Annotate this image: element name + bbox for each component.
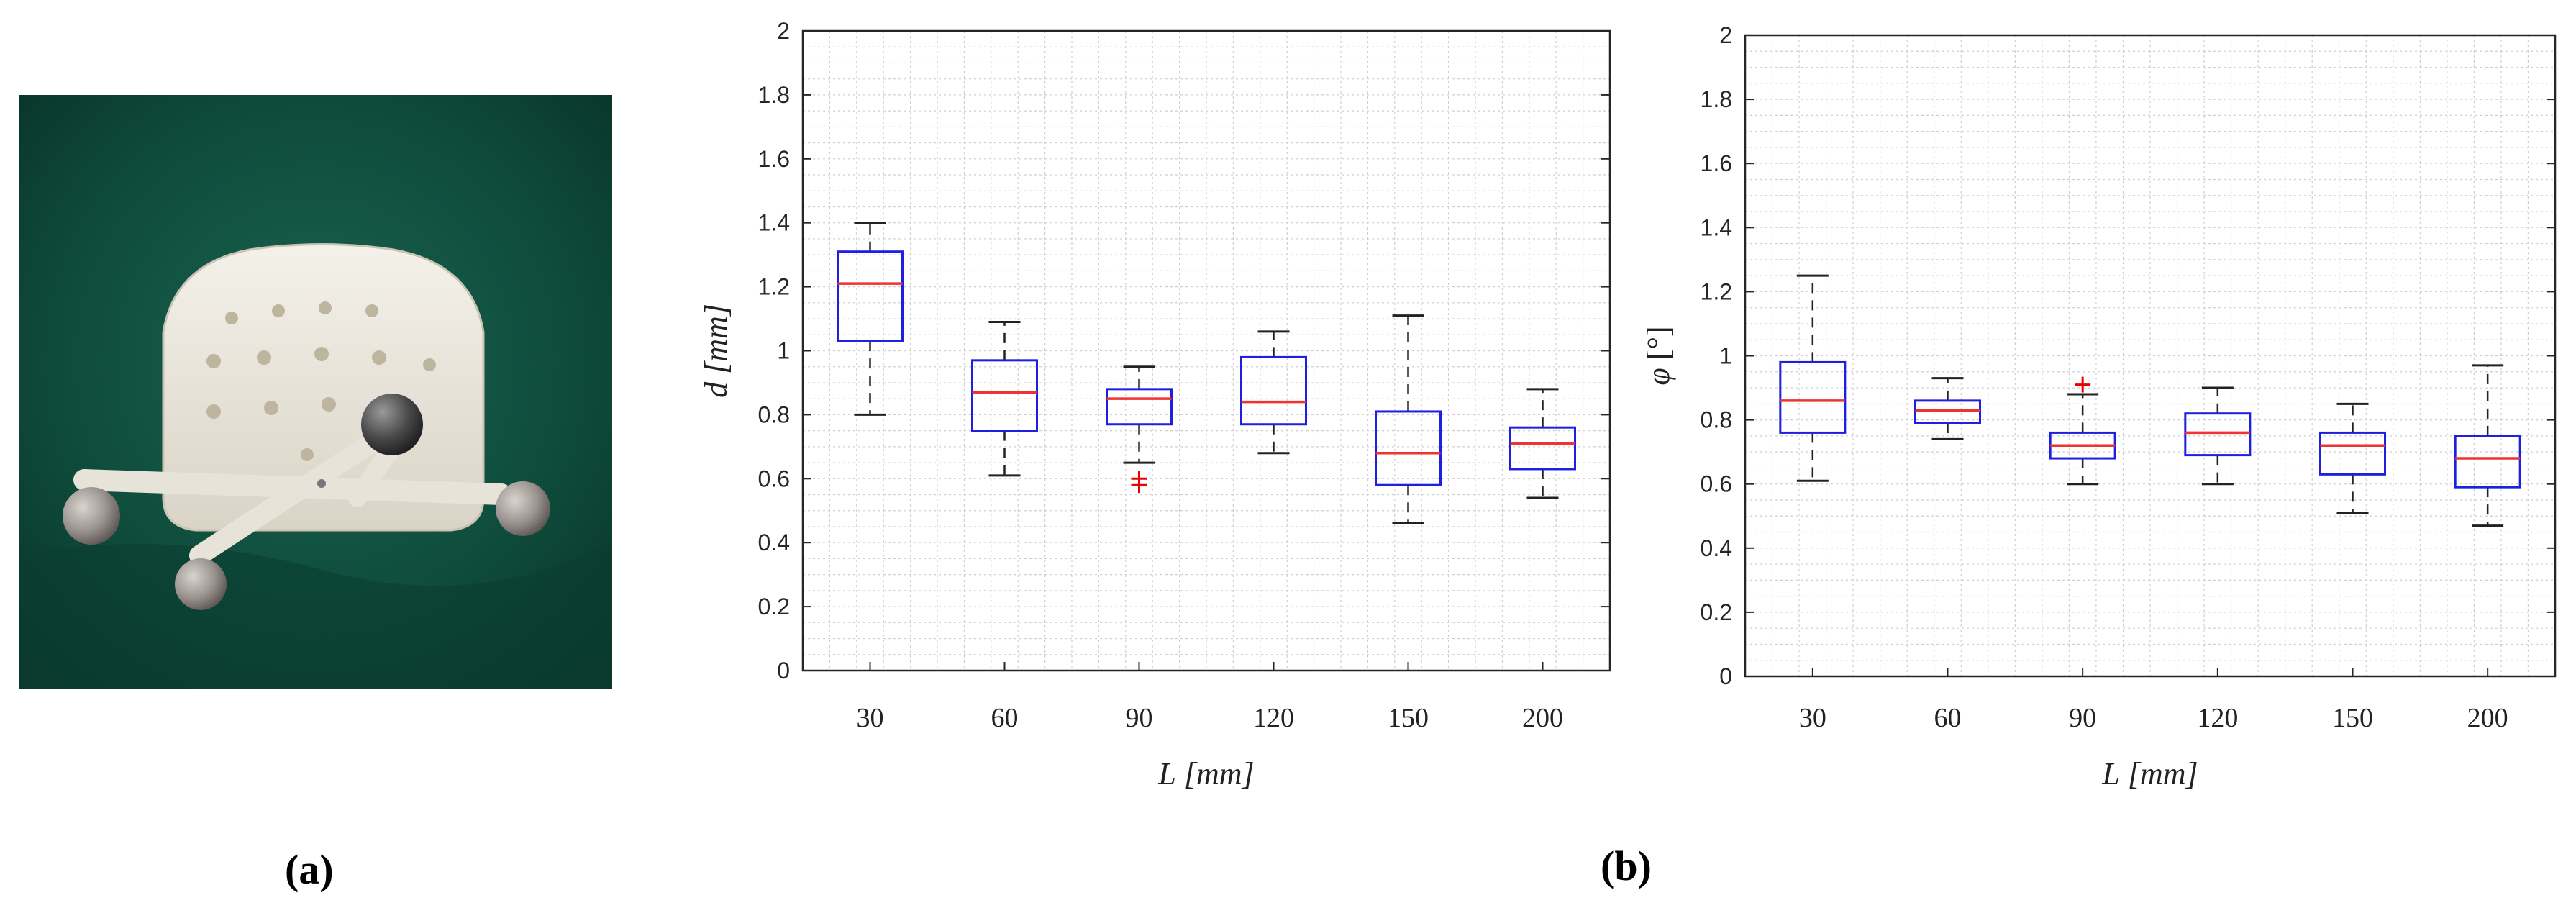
box-90 — [2049, 376, 2116, 486]
iqr-box — [1106, 388, 1173, 426]
y-tick-label: 0 — [1719, 663, 1732, 689]
iqr-box — [1779, 360, 1847, 434]
x-axis-unit: [mm] — [2128, 756, 2198, 791]
y-tick-label: 0.2 — [758, 594, 790, 619]
x-tick-label: 90 — [1126, 703, 1153, 733]
box-120 — [2184, 386, 2252, 486]
box-150 — [1375, 314, 1442, 525]
x-axis-symbol: L — [2101, 756, 2119, 791]
y-tick-label: 0.4 — [1701, 535, 1732, 561]
box-60 — [971, 320, 1038, 477]
x-axis-unit-space — [2120, 756, 2128, 791]
x-tick-label: 150 — [1388, 703, 1429, 733]
y-tick-label: 0 — [777, 658, 790, 683]
x-axis-unit: [mm] — [1184, 756, 1255, 791]
iqr-box — [1240, 355, 1307, 426]
y-tick-label: 0.6 — [1701, 471, 1732, 497]
y-tick-label: 2 — [777, 18, 790, 44]
skull-phantom — [162, 243, 485, 532]
grid — [802, 30, 1611, 671]
y-axis-label: d [mm] — [698, 304, 734, 398]
cloth-fold — [19, 541, 612, 689]
iqr-box — [2319, 431, 2386, 476]
y-tick-label: 2 — [1719, 22, 1732, 48]
y-tick-label: 1.6 — [1701, 150, 1732, 176]
iqr-box — [837, 250, 904, 342]
x-tick-label: 60 — [991, 703, 1019, 733]
y-axis-unit: [°] — [1641, 326, 1676, 360]
y-tick-label: 1.2 — [1701, 278, 1732, 304]
iqr-box — [1914, 399, 1981, 424]
marker-sphere-left — [63, 487, 120, 545]
x-axis-symbol: L — [1157, 756, 1175, 791]
x-tick-label: 60 — [1934, 703, 1962, 733]
y-tick-label: 1.2 — [758, 274, 790, 300]
x-axis-label: L [mm] — [1157, 756, 1254, 791]
box-60 — [1914, 377, 1981, 440]
x-tick-label: 30 — [857, 703, 884, 733]
box-30 — [837, 222, 904, 416]
box-plot-position-error: 0 0.2 0.4 0.6 0.8 1 1.2 1.4 1.6 1.8 2 30 60 90 120 150 2… — [698, 18, 1611, 791]
iqr-box — [1509, 426, 1576, 471]
box-90 — [1106, 365, 1173, 494]
panel-label-b: (b) — [1601, 842, 1652, 889]
y-tick-label: 1 — [777, 338, 790, 364]
y-tick-label: 0.6 — [758, 465, 790, 491]
iqr-box — [2454, 435, 2521, 489]
y-axis-unit-space — [1641, 360, 1676, 368]
outlier-marker — [1131, 477, 1147, 494]
iqr-box — [1375, 410, 1442, 486]
y-axis-symbol: φ — [1641, 368, 1676, 385]
y-tick-label: 0.2 — [1701, 599, 1732, 625]
box-200 — [2454, 364, 2521, 527]
y-tick-label: 1 — [1719, 343, 1732, 369]
y-tick-label: 1.4 — [1701, 214, 1732, 240]
x-tick-label: 200 — [1522, 703, 1563, 733]
box-150 — [2319, 402, 2386, 514]
x-tick-label: 90 — [2069, 703, 2096, 733]
y-tick-label: 1.4 — [758, 210, 790, 236]
outlier-marker — [2075, 376, 2091, 393]
y-tick-label: 0.8 — [1701, 407, 1732, 433]
marker-sphere-right — [496, 481, 550, 536]
y-axis-unit-space — [698, 374, 734, 382]
x-axis-label: L [mm] — [2101, 756, 2198, 791]
y-tick-label: 1.6 — [758, 146, 790, 172]
y-axis-unit: [mm] — [698, 304, 734, 374]
x-tick-label: 120 — [2197, 703, 2238, 733]
x-tick-label: 200 — [2467, 703, 2508, 733]
box-plot-angle-error: 0 0.2 0.4 0.6 0.8 1 1.2 1.4 1.6 1.8 2 30 60 90 120 150 2… — [1641, 22, 2557, 791]
marker-sphere-top — [361, 394, 423, 455]
x-tick-label: 120 — [1253, 703, 1294, 733]
x-tick-label: 150 — [2332, 703, 2373, 733]
y-axis-symbol: d — [698, 381, 734, 398]
box-30 — [1779, 274, 1847, 482]
frame-screw — [317, 479, 326, 488]
x-axis-unit-space — [1176, 756, 1184, 791]
y-tick-label: 0.4 — [758, 530, 790, 555]
panel-label-a: (a) — [285, 846, 334, 893]
marker-sphere-bottom — [175, 558, 227, 610]
y-tick-label: 0.8 — [758, 401, 790, 427]
grid — [1744, 35, 2556, 677]
x-tick-label: 30 — [1799, 703, 1826, 733]
box-120 — [1240, 330, 1307, 455]
y-tick-label: 1.8 — [1701, 86, 1732, 112]
iqr-box — [2184, 412, 2252, 457]
box-200 — [1509, 388, 1576, 499]
skull-phantom-with-optical-markers-photo — [19, 95, 612, 689]
y-axis-label: φ [°] — [1641, 326, 1676, 385]
iqr-box — [971, 359, 1038, 432]
y-tick-label: 1.8 — [758, 82, 790, 108]
